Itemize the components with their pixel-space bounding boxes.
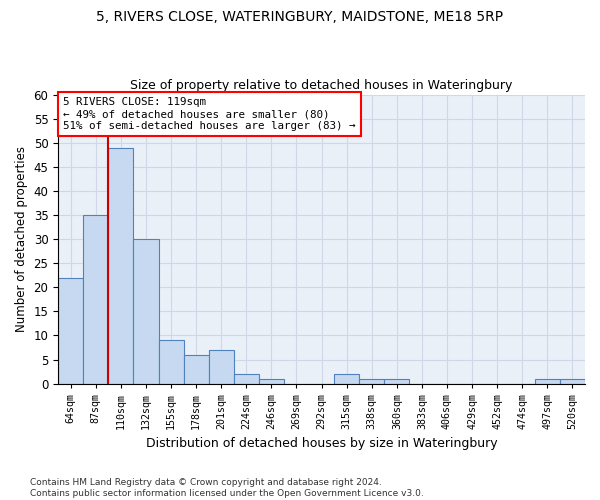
Bar bbox=[535, 379, 560, 384]
Y-axis label: Number of detached properties: Number of detached properties bbox=[15, 146, 28, 332]
Bar bbox=[83, 215, 109, 384]
X-axis label: Distribution of detached houses by size in Wateringbury: Distribution of detached houses by size … bbox=[146, 437, 497, 450]
Bar bbox=[334, 374, 359, 384]
Bar bbox=[234, 374, 259, 384]
Bar bbox=[184, 354, 209, 384]
Bar bbox=[560, 379, 585, 384]
Text: Contains HM Land Registry data © Crown copyright and database right 2024.
Contai: Contains HM Land Registry data © Crown c… bbox=[30, 478, 424, 498]
Bar bbox=[133, 239, 158, 384]
Bar bbox=[58, 278, 83, 384]
Bar bbox=[384, 379, 409, 384]
Text: 5, RIVERS CLOSE, WATERINGBURY, MAIDSTONE, ME18 5RP: 5, RIVERS CLOSE, WATERINGBURY, MAIDSTONE… bbox=[97, 10, 503, 24]
Bar bbox=[359, 379, 384, 384]
Bar bbox=[209, 350, 234, 384]
Bar bbox=[109, 148, 133, 384]
Bar bbox=[158, 340, 184, 384]
Bar bbox=[259, 379, 284, 384]
Text: 5 RIVERS CLOSE: 119sqm
← 49% of detached houses are smaller (80)
51% of semi-det: 5 RIVERS CLOSE: 119sqm ← 49% of detached… bbox=[64, 98, 356, 130]
Title: Size of property relative to detached houses in Wateringbury: Size of property relative to detached ho… bbox=[130, 79, 513, 92]
